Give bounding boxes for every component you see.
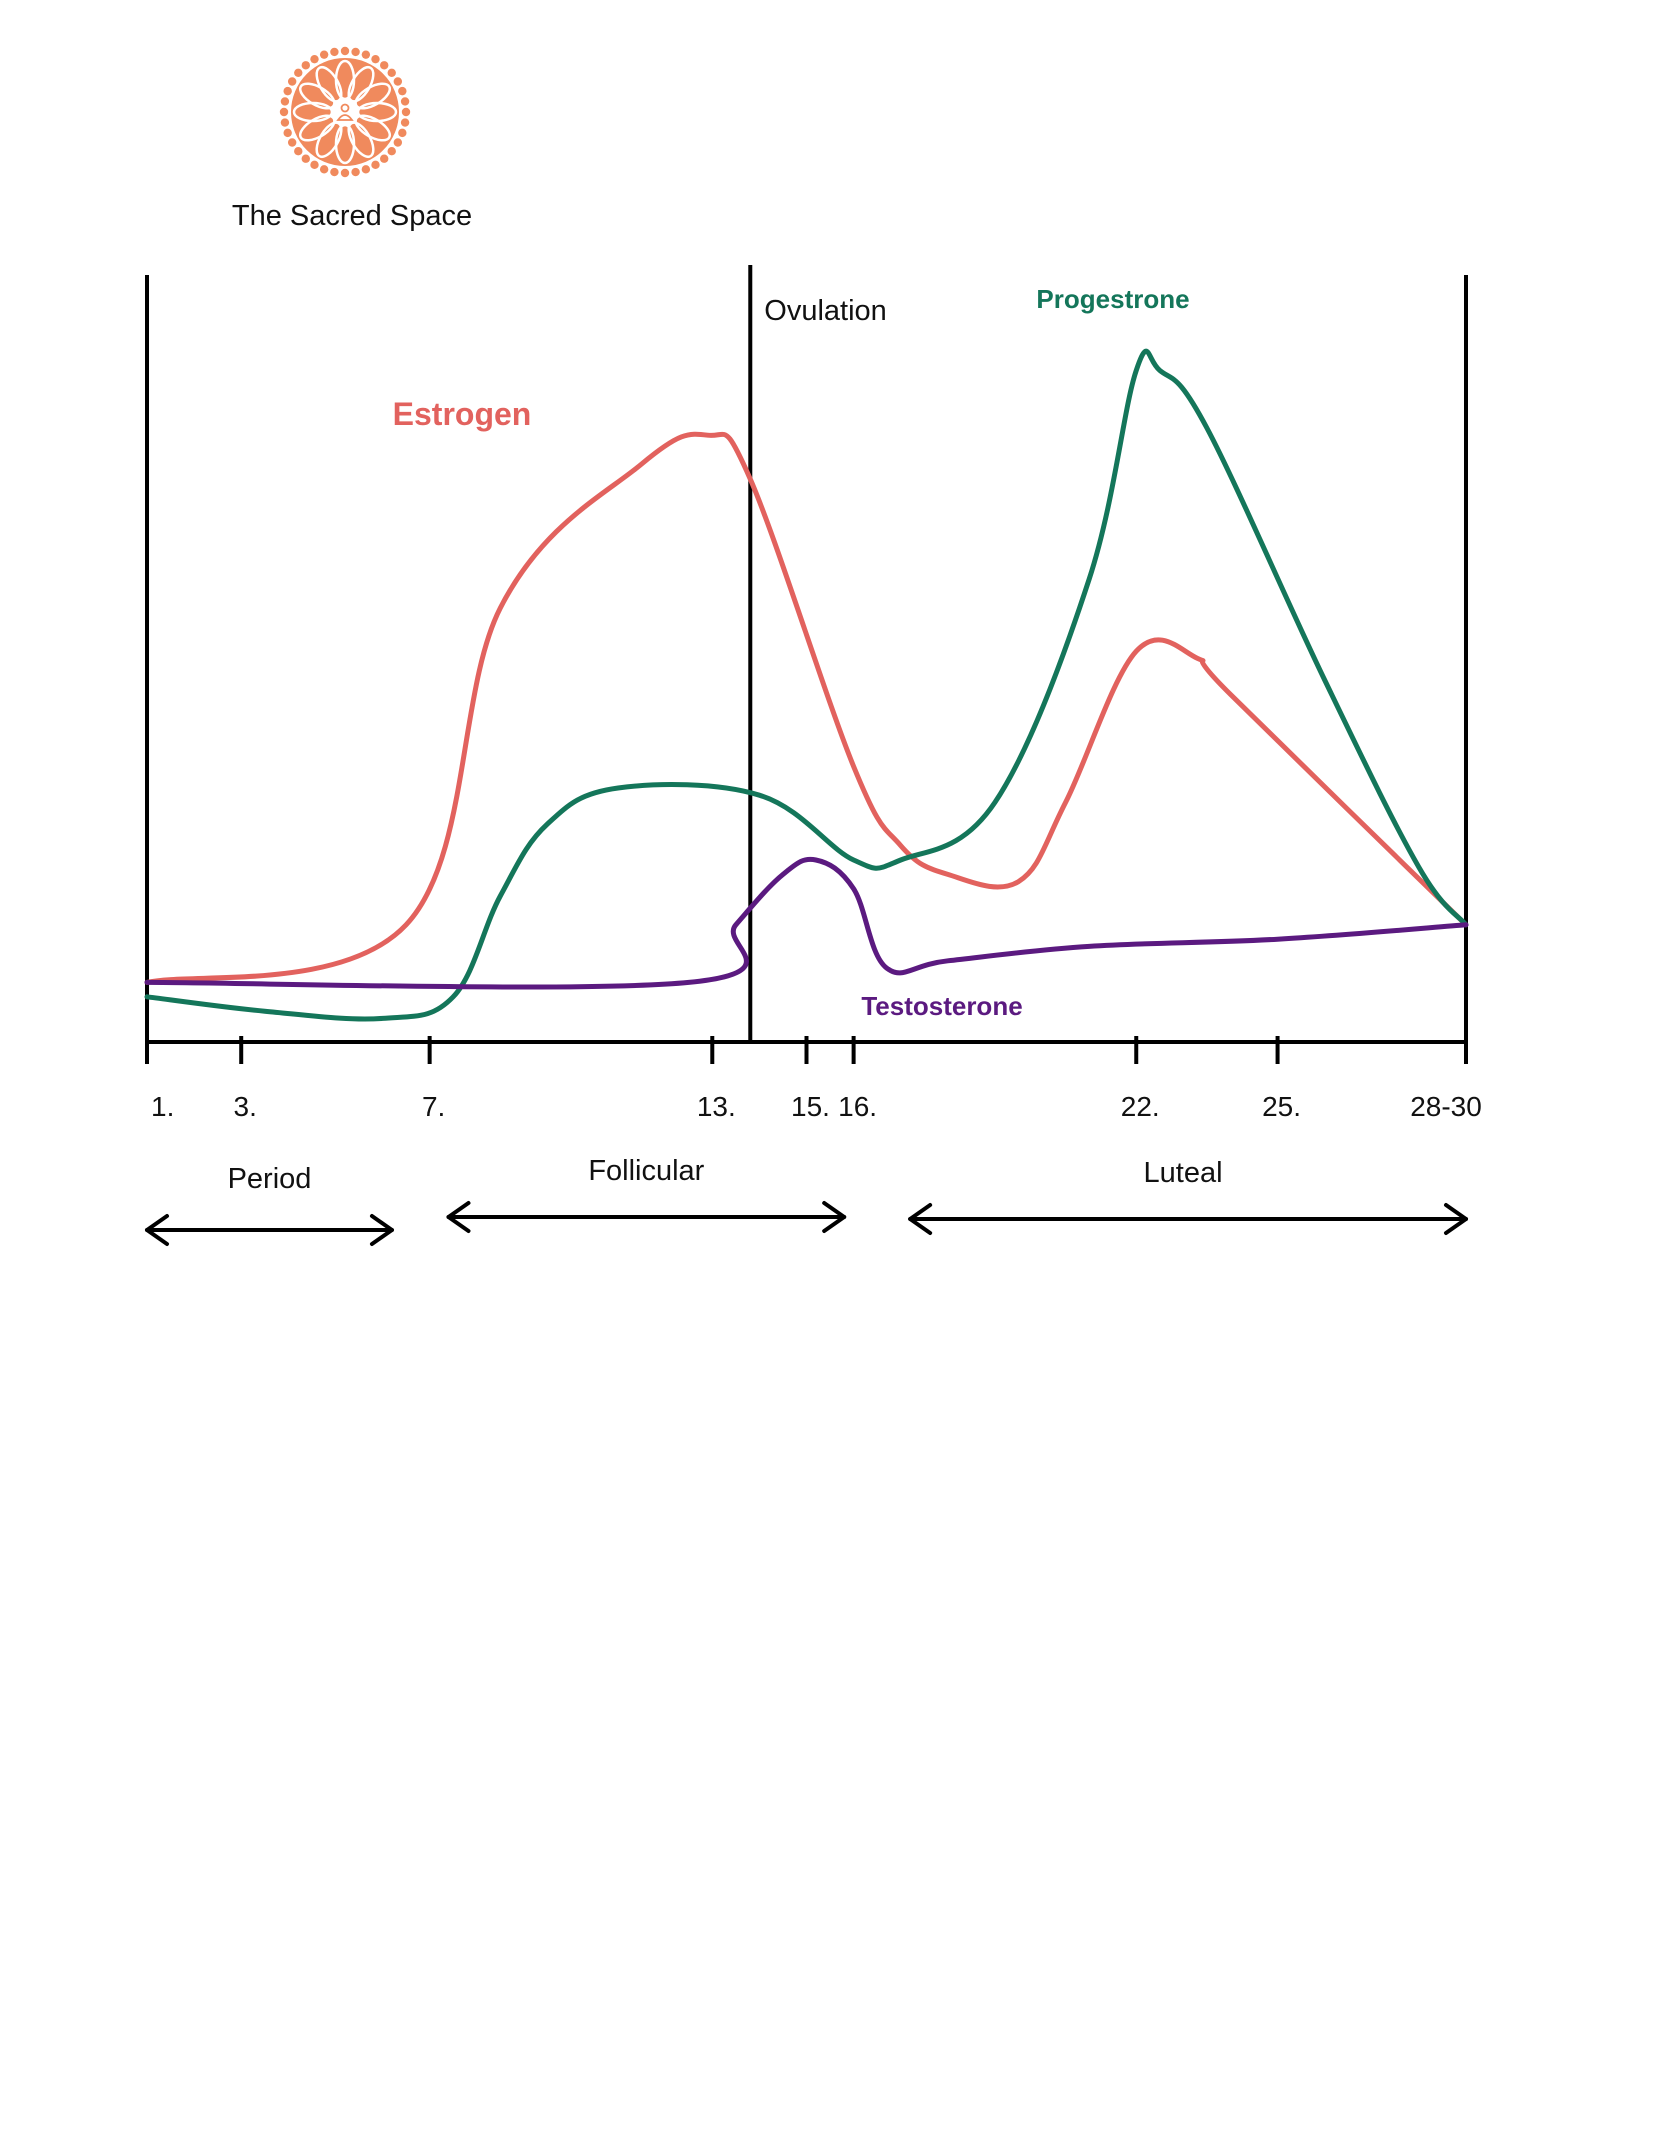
- x-tick-label: 22.: [1121, 1091, 1160, 1122]
- x-tick-label: 7.: [422, 1091, 445, 1122]
- x-tick-label: 3.: [234, 1091, 257, 1122]
- x-tick-layer: 1. 3. 7. 13. 15. 16. 22. 25. 28-30: [145, 1036, 1482, 1122]
- brand-name: The Sacred Space: [232, 200, 472, 232]
- series-line-progestrone: [144, 348, 1469, 1022]
- series-line-estrogen: [144, 431, 1469, 985]
- arrow-left-icon: [908, 1203, 933, 1235]
- x-tick-label: 25.: [1262, 1091, 1301, 1122]
- arrow-left-icon: [145, 1214, 169, 1246]
- phase-arrow-period: [145, 1214, 394, 1246]
- phase-label-follicular: Follicular: [588, 1155, 704, 1187]
- series-line-testosterone: [144, 856, 1469, 990]
- arrow-right-icon: [369, 1214, 394, 1246]
- phase-layer: Period Follicular Luteal: [145, 1155, 1468, 1246]
- series-layer: [144, 348, 1469, 1022]
- phase-label-luteal: Luteal: [1144, 1157, 1223, 1189]
- x-tick-label: 28-30: [1410, 1091, 1482, 1122]
- arrow-right-icon: [1444, 1203, 1468, 1235]
- series-label-testosterone: Testosterone: [861, 991, 1022, 1021]
- x-tick-label: 15.: [791, 1091, 830, 1122]
- arrow-right-icon: [822, 1201, 847, 1233]
- ovulation-label: Ovulation: [764, 295, 887, 327]
- phase-arrow-luteal: [908, 1203, 1468, 1235]
- x-tick-label: 1.: [151, 1091, 174, 1122]
- arrow-left-icon: [446, 1201, 471, 1233]
- phase-label-period: Period: [228, 1163, 312, 1195]
- x-tick-label: 13.: [697, 1091, 736, 1122]
- series-label-layer: Estrogen Progestrone Testosterone: [393, 284, 1190, 1021]
- series-label-estrogen: Estrogen: [393, 396, 532, 432]
- series-label-progestrone: Progestrone: [1036, 284, 1189, 314]
- mandala-lotus-icon: [279, 46, 411, 178]
- phase-arrow-follicular: [446, 1201, 847, 1233]
- x-tick-label: 16.: [838, 1091, 877, 1122]
